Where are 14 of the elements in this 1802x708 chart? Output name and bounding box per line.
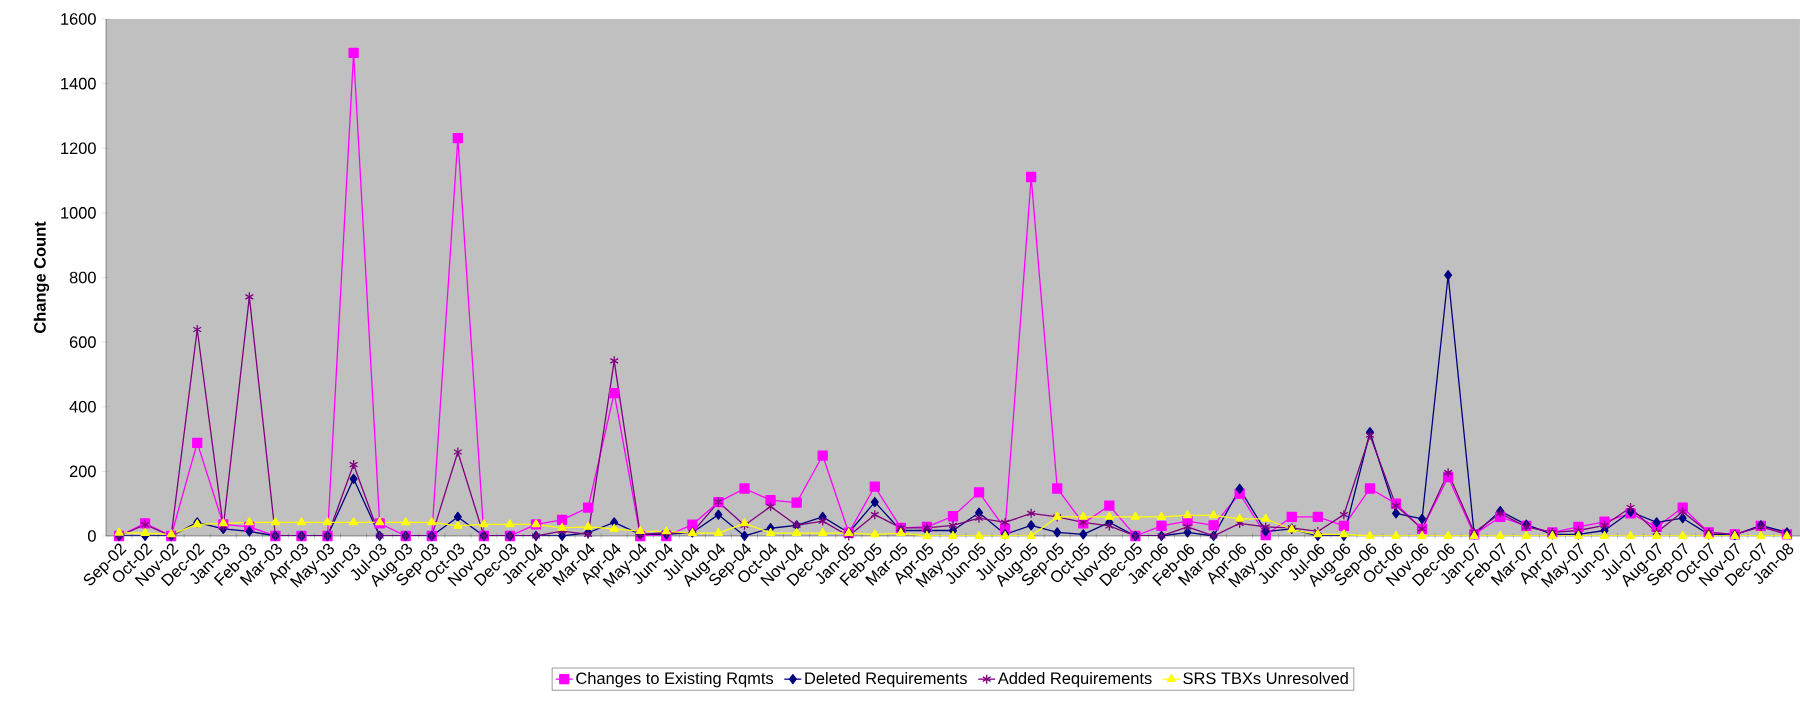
legend-label: Deleted Requirements bbox=[805, 672, 967, 688]
y-tick-label: 800 bbox=[69, 271, 96, 284]
y-tick-label: 1400 bbox=[61, 77, 96, 90]
y-tick-label: 600 bbox=[69, 336, 96, 348]
legend-label: Changes to Existing Rqmts bbox=[576, 672, 774, 688]
y-axis-title: Change Count bbox=[33, 221, 50, 333]
y-tick-label: 200 bbox=[69, 465, 96, 478]
y-tick-label: 0 bbox=[88, 530, 96, 542]
y-tick-label: 1600 bbox=[61, 13, 96, 25]
y-tick-label: 1000 bbox=[61, 207, 96, 219]
y-tick-label: 400 bbox=[69, 400, 96, 413]
y-tick-label: 1200 bbox=[61, 142, 96, 155]
legend-label: SRS TBXs Unresolved bbox=[1183, 672, 1348, 685]
legend-label: Added Requirements bbox=[997, 672, 1152, 688]
